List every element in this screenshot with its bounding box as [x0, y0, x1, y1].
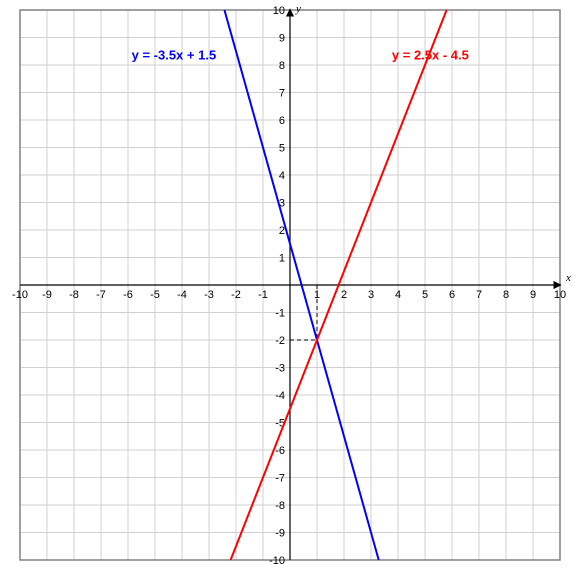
- x-tick-label: -8: [69, 289, 79, 301]
- equation-label-red: y = 2.5x - 4.5: [392, 48, 469, 63]
- x-tick-label: -2: [231, 289, 241, 301]
- y-tick-label: -3: [275, 363, 285, 375]
- x-tick-label: -4: [177, 289, 187, 301]
- equation-label-blue: y = -3.5x + 1.5: [132, 48, 217, 63]
- y-tick-label: 10: [273, 5, 285, 17]
- x-tick-label: -5: [150, 289, 160, 301]
- y-tick-label: 1: [279, 253, 285, 265]
- x-tick-label: 4: [395, 289, 401, 301]
- x-tick-label: 5: [422, 289, 428, 301]
- x-tick-label: -9: [42, 289, 52, 301]
- chart-svg: x y -10 -9 -8 -7 -6 -5 -4 -3 -2 -1 1 2 3 4 5 6 7 8 9 10 -10 -9 -…: [0, 0, 577, 578]
- y-tick-label: -8: [275, 500, 285, 512]
- y-tick-label: 5: [279, 143, 285, 155]
- y-tick-label: -9: [275, 528, 285, 540]
- x-tick-label: -7: [96, 289, 106, 301]
- y-tick-label: 4: [279, 170, 285, 182]
- x-tick-label: 2: [341, 289, 347, 301]
- y-tick-label: -4: [275, 390, 285, 402]
- y-tick-label: 9: [279, 33, 285, 45]
- y-tick-label: 7: [279, 88, 285, 100]
- y-tick-label: 6: [279, 115, 285, 127]
- y-tick-label: -7: [275, 473, 285, 485]
- y-tick-label: -2: [275, 335, 285, 347]
- y-axis-label: y: [295, 3, 301, 15]
- x-tick-label: 8: [503, 289, 509, 301]
- x-tick-label: 7: [476, 289, 482, 301]
- x-axis-label: x: [565, 272, 571, 284]
- x-tick-label: -6: [123, 289, 133, 301]
- y-tick-label: -10: [269, 555, 285, 567]
- y-tick-label: 8: [279, 60, 285, 72]
- linear-equations-chart: x y -10 -9 -8 -7 -6 -5 -4 -3 -2 -1 1 2 3 4 5 6 7 8 9 10 -10 -9 -…: [0, 0, 577, 578]
- x-tick-label: -1: [258, 289, 268, 301]
- x-tick-label: -3: [204, 289, 214, 301]
- y-tick-label: 2: [279, 225, 285, 237]
- x-tick-label: 9: [530, 289, 536, 301]
- x-tick-label: 6: [449, 289, 455, 301]
- x-tick-label: 10: [554, 289, 566, 301]
- y-tick-label: -6: [275, 445, 285, 457]
- y-tick-label: -1: [275, 308, 285, 320]
- x-tick-label: 3: [368, 289, 374, 301]
- x-tick-label: -10: [12, 289, 28, 301]
